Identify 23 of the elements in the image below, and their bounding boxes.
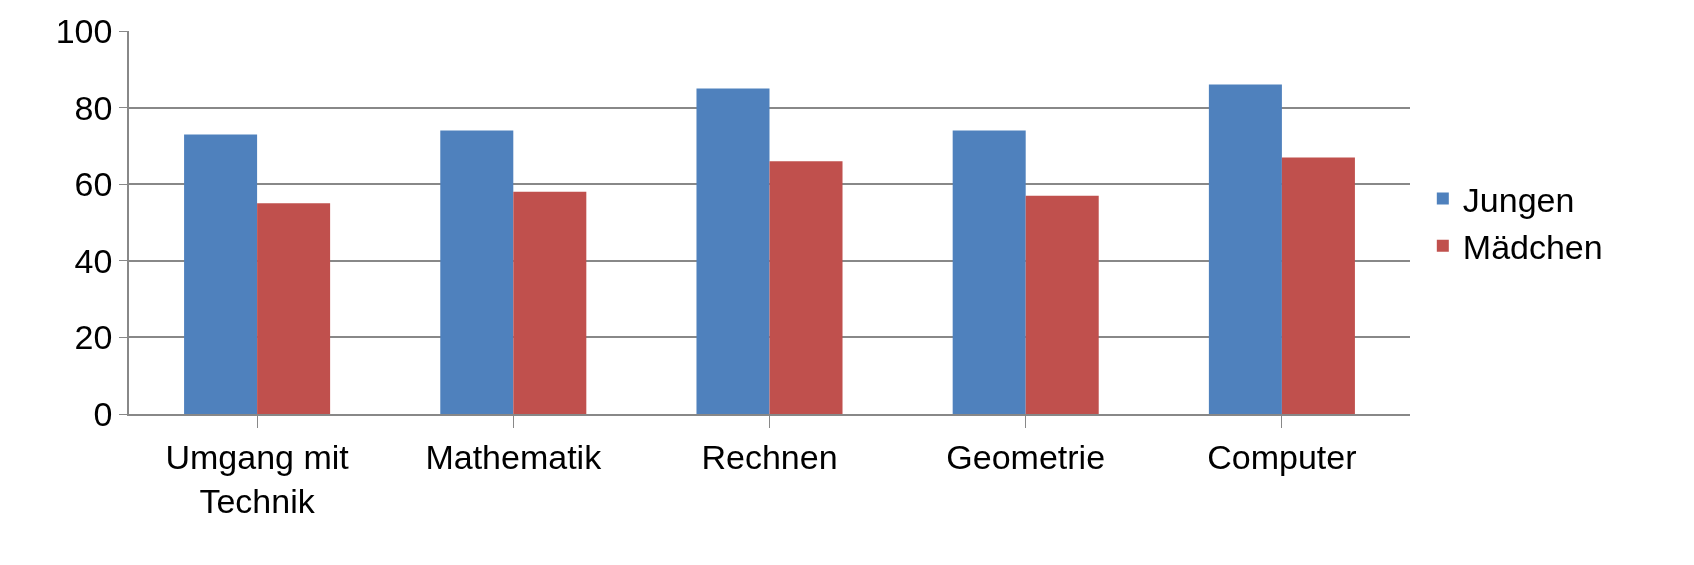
y-tick-label: 80 bbox=[74, 88, 113, 127]
legend-label: Jungen bbox=[1462, 180, 1575, 219]
bar bbox=[952, 130, 1026, 414]
x-tick-label: Umgang mit Technik bbox=[165, 437, 350, 520]
bar bbox=[1208, 84, 1282, 414]
x-tick-label: Computer bbox=[1207, 437, 1357, 476]
y-tick-label: 20 bbox=[74, 318, 113, 357]
legend-label: Mädchen bbox=[1462, 228, 1603, 267]
x-tick-label: Mathematik bbox=[425, 437, 603, 476]
bar bbox=[1025, 195, 1099, 414]
x-tick-label: Geometrie bbox=[946, 437, 1106, 476]
bar bbox=[440, 130, 514, 414]
bar bbox=[1281, 157, 1355, 414]
bar bbox=[184, 134, 258, 414]
bar bbox=[257, 203, 331, 414]
y-tick-label: 60 bbox=[74, 165, 113, 204]
bar bbox=[769, 161, 843, 414]
y-tick-label: 0 bbox=[93, 394, 113, 433]
y-tick-label: 40 bbox=[74, 241, 113, 280]
y-tick-label: 100 bbox=[55, 11, 113, 50]
bar bbox=[513, 191, 587, 414]
bar bbox=[696, 88, 770, 414]
x-tick-label: Rechnen bbox=[701, 437, 838, 476]
